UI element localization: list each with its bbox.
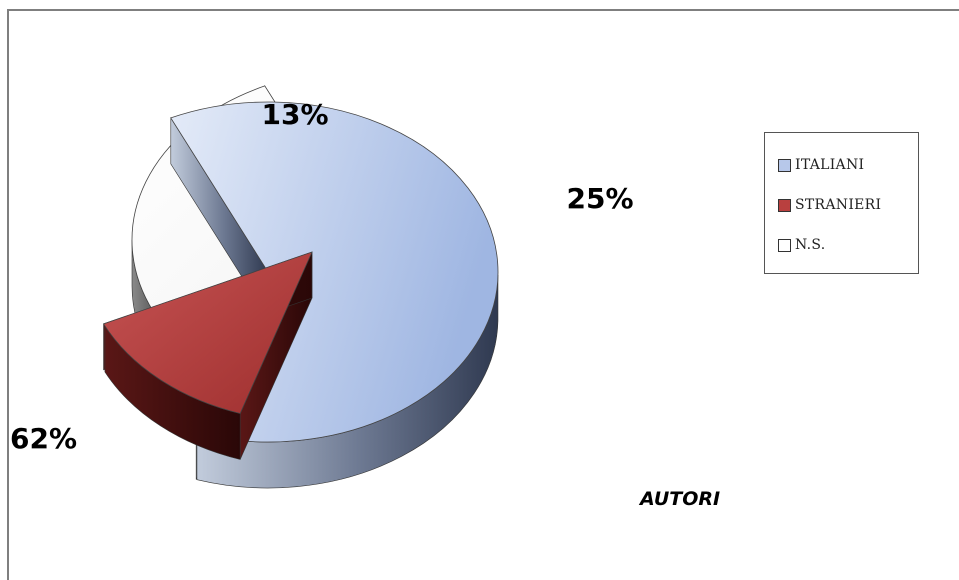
legend-item-italiani: ITALIANI	[765, 145, 918, 185]
legend-swatch-stranieri	[778, 198, 791, 212]
pie-label-stranieri: 13%	[261, 98, 328, 131]
legend-swatch-italiani	[778, 158, 791, 172]
legend-label-stranieri: STRANIERI	[795, 197, 882, 213]
legend-label-italiani: ITALIANI	[795, 157, 865, 173]
legend-label-ns: N.S.	[795, 237, 826, 253]
pie-label-ns: 25%	[566, 182, 633, 215]
pie-slice-stranieri-top	[102, 251, 313, 414]
pie-label-italiani: 62%	[10, 422, 77, 455]
legend-swatch-ns	[778, 238, 791, 252]
legend-item-stranieri: STRANIERI	[765, 185, 918, 225]
pie-slice-stranieri	[102, 251, 313, 460]
chart-title: AUTORI	[638, 488, 720, 510]
legend: ITALIANI STRANIERI N.S.	[764, 132, 919, 274]
legend-item-ns: N.S.	[765, 225, 918, 265]
